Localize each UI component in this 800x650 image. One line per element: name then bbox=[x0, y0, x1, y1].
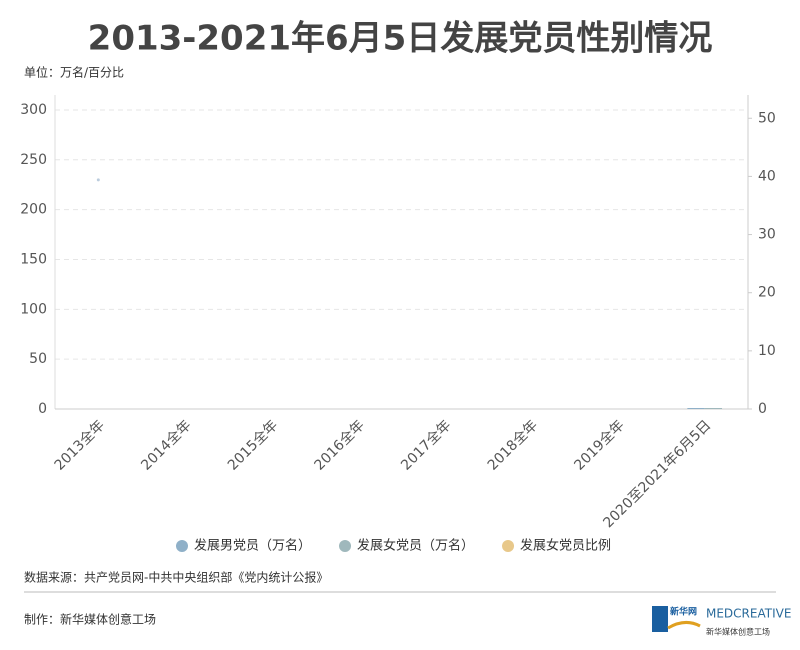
y2-tick-label: 50 bbox=[758, 110, 776, 126]
logo-text: 新华媒体创意工场 bbox=[706, 627, 770, 637]
y2-tick-label: 10 bbox=[758, 343, 776, 359]
x-tick-label: 2015全年 bbox=[224, 417, 281, 474]
y-tick-label: 200 bbox=[20, 202, 47, 218]
y2-tick-label: 20 bbox=[758, 285, 776, 301]
x-tick-label: 2018全年 bbox=[484, 417, 541, 474]
x-tick-label: 2014全年 bbox=[138, 417, 195, 474]
y2-tick-label: 0 bbox=[758, 401, 767, 417]
logo-swoosh bbox=[667, 621, 701, 630]
bar bbox=[704, 408, 723, 409]
y2-tick-label: 30 bbox=[758, 227, 776, 243]
legend-label: 发展女党员（万名） bbox=[357, 538, 474, 554]
y-tick-label: 150 bbox=[20, 251, 47, 267]
x-tick-label: 2019全年 bbox=[571, 417, 628, 474]
y-tick-label: 300 bbox=[20, 102, 47, 118]
y-tick-label: 50 bbox=[29, 351, 47, 367]
credit: 制作：新华媒体创意工场 bbox=[24, 612, 156, 627]
logo-news: 新华网 bbox=[652, 606, 701, 632]
y-tick-label: 100 bbox=[20, 301, 47, 317]
y-tick-label: 250 bbox=[20, 152, 47, 168]
logo-text: 新华网 bbox=[670, 606, 697, 618]
source: 数据来源：共产党员网-中共中央组织部《党内统计公报》 bbox=[24, 570, 328, 585]
legend-swatch bbox=[339, 540, 352, 552]
legend-label: 发展男党员（万名） bbox=[194, 538, 311, 554]
legend-swatch bbox=[176, 540, 188, 552]
x-tick-label: 2017全年 bbox=[397, 417, 454, 474]
legend-label: 发展女党员比例 bbox=[520, 538, 611, 554]
x-tick-label: 2013全年 bbox=[51, 417, 108, 474]
logo-medcreative: MEDCREATIVE 新华媒体创意工场 bbox=[706, 607, 791, 637]
line-point bbox=[96, 178, 100, 182]
chart-title: 2013-2021年6月5日发展党员性别情况 bbox=[88, 19, 713, 59]
y-tick-label: 0 bbox=[38, 401, 47, 417]
logo-block bbox=[652, 606, 668, 632]
x-tick-label: 2016全年 bbox=[311, 417, 368, 474]
y2-tick-label: 40 bbox=[758, 168, 776, 184]
logo-text: MEDCREATIVE bbox=[706, 607, 791, 621]
unit-label: 单位：万名/百分比 bbox=[24, 65, 124, 80]
legend-swatch bbox=[502, 540, 515, 552]
bar bbox=[687, 408, 705, 409]
